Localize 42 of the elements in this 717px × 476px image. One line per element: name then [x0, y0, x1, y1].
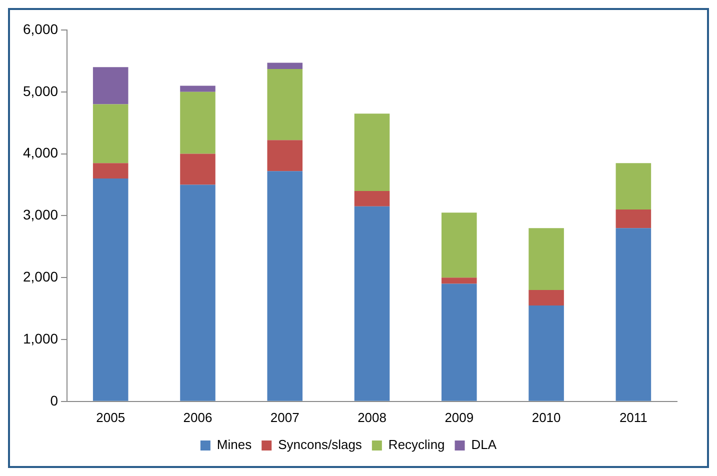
y-tick-label: 4,000	[22, 144, 58, 161]
x-tick-label: 2010	[532, 410, 561, 425]
bar	[354, 190, 390, 206]
bar	[354, 114, 390, 191]
y-tick-label: 3,000	[22, 206, 58, 223]
legend-label: Recycling	[388, 437, 445, 452]
bar	[92, 104, 128, 164]
bar	[528, 305, 564, 401]
bar	[180, 92, 216, 154]
bar	[442, 284, 477, 401]
y-tick-label: 5,000	[22, 82, 58, 99]
legend-label: Mines	[216, 437, 252, 452]
x-tick-label: 2006	[183, 410, 212, 425]
x-tick-label: 2009	[444, 410, 474, 425]
bar	[92, 163, 128, 179]
bar	[92, 67, 128, 104]
bar	[92, 178, 128, 401]
bar	[528, 290, 564, 306]
y-tick-label: 2,000	[22, 268, 58, 284]
y-tick-label: 6,000	[22, 20, 58, 37]
x-tick-label: 2005	[96, 410, 126, 425]
legend-label: Syncons/slags	[278, 437, 362, 452]
bar	[267, 62, 303, 69]
bar	[616, 163, 652, 210]
legend-label: DLA	[471, 437, 497, 452]
bar	[180, 86, 216, 92]
x-tick-label: 2011	[619, 410, 648, 425]
bar	[267, 68, 303, 140]
y-tick-label: 1,000	[22, 330, 58, 346]
bar	[616, 210, 652, 228]
x-tick-label: 2007	[270, 410, 300, 425]
bar	[442, 212, 477, 278]
bar	[354, 206, 390, 401]
bar	[180, 184, 216, 401]
x-tick-label: 2008	[358, 410, 386, 425]
bar	[616, 228, 652, 401]
bar	[180, 154, 216, 185]
bar	[267, 171, 303, 401]
bar	[442, 278, 477, 284]
bar	[528, 228, 564, 290]
bar	[267, 140, 303, 172]
y-tick-label: 0	[50, 392, 58, 408]
